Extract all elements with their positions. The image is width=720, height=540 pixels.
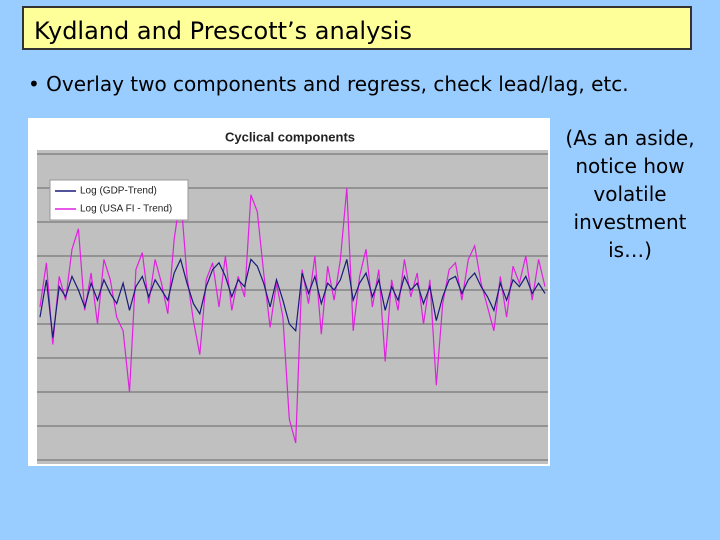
- legend-label: Log (GDP-Trend): [80, 186, 157, 197]
- legend-label: Log (USA FI - Trend): [80, 204, 172, 215]
- series-line: [39, 187, 546, 444]
- series-line: [39, 257, 546, 338]
- chart-title: Cyclical components: [225, 129, 355, 144]
- legend-box: [49, 179, 189, 221]
- slide-title: Kydland and Prescott’s analysis: [22, 6, 692, 50]
- aside-note: (As an aside, notice how volatile invest…: [565, 126, 695, 262]
- bullet-text: Overlay two components and regress, chec…: [46, 72, 629, 96]
- bullet: • Overlay two components and regress, ch…: [28, 72, 629, 96]
